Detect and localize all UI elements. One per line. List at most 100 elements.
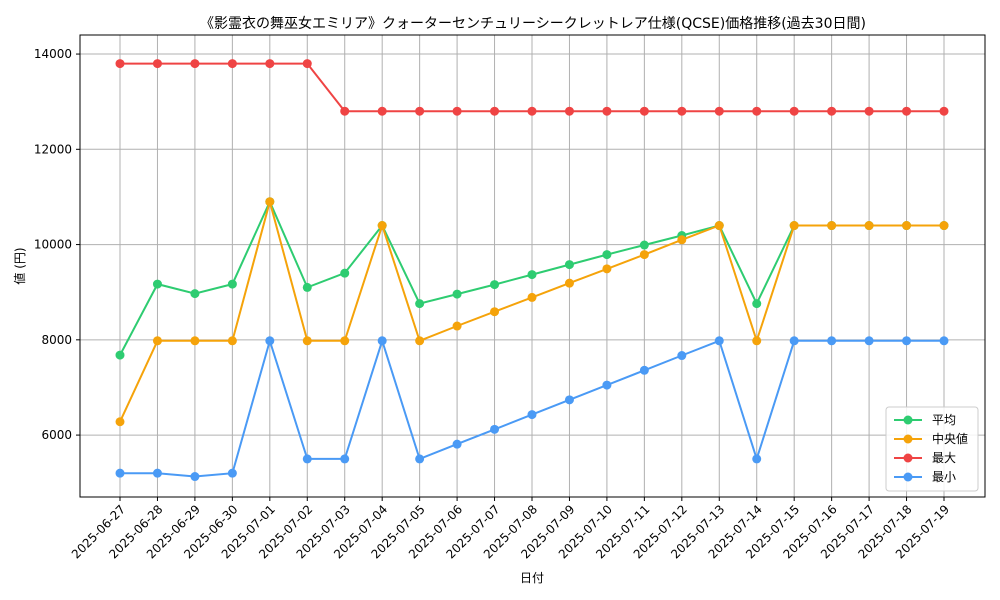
data-point — [564, 106, 574, 116]
legend-marker — [903, 415, 913, 425]
data-point — [639, 365, 649, 375]
data-point — [340, 268, 350, 278]
data-point — [415, 336, 425, 346]
data-point — [902, 336, 912, 346]
legend-marker — [903, 434, 913, 444]
data-point — [602, 380, 612, 390]
data-point — [415, 299, 425, 309]
data-point — [302, 59, 312, 69]
legend-label: 平均 — [932, 413, 956, 427]
data-point — [639, 106, 649, 116]
data-point — [527, 410, 537, 420]
data-point — [302, 454, 312, 464]
data-point — [789, 106, 799, 116]
data-point — [752, 299, 762, 309]
data-point — [602, 250, 612, 260]
data-point — [902, 221, 912, 231]
data-point — [377, 106, 387, 116]
data-point — [677, 235, 687, 245]
data-point — [752, 454, 762, 464]
data-point — [827, 106, 837, 116]
y-axis: 6000 8000 10000 12000 14000 — [34, 47, 80, 442]
data-point — [227, 59, 237, 69]
data-point — [527, 106, 537, 116]
data-point — [677, 106, 687, 116]
data-point — [789, 221, 799, 231]
data-point — [115, 59, 125, 69]
data-point — [864, 221, 874, 231]
data-point — [639, 250, 649, 260]
data-point — [190, 59, 200, 69]
data-point — [602, 106, 612, 116]
data-point — [340, 106, 350, 116]
data-point — [864, 336, 874, 346]
data-point — [452, 106, 462, 116]
legend-marker — [903, 453, 913, 463]
y-tick-label: 12000 — [34, 142, 72, 156]
data-point — [115, 468, 125, 478]
data-point — [752, 106, 762, 116]
data-point — [490, 424, 500, 434]
series-group — [115, 59, 949, 482]
data-point — [527, 292, 537, 302]
chart-title: 《影霊衣の舞巫女エミリア》クォーターセンチュリーシークレットレア仕様(QCSE)… — [200, 15, 866, 32]
data-point — [752, 336, 762, 346]
y-tick-label: 10000 — [34, 238, 72, 252]
data-point — [415, 454, 425, 464]
legend-marker — [903, 472, 913, 482]
y-tick-label: 14000 — [34, 47, 72, 61]
data-point — [939, 336, 949, 346]
data-point — [564, 395, 574, 405]
data-point — [827, 221, 837, 231]
y-axis-label: 値 (円) — [12, 247, 27, 284]
legend-label: 最大 — [932, 451, 956, 465]
data-point — [302, 282, 312, 292]
data-point — [714, 106, 724, 116]
data-point — [639, 240, 649, 250]
data-point — [564, 260, 574, 270]
data-point — [827, 336, 837, 346]
data-point — [227, 468, 237, 478]
data-point — [227, 336, 237, 346]
data-point — [452, 439, 462, 449]
legend-label: 最小 — [932, 470, 956, 484]
data-point — [190, 289, 200, 299]
data-point — [265, 59, 275, 69]
data-point — [714, 221, 724, 231]
data-point — [490, 307, 500, 317]
data-point — [152, 336, 162, 346]
legend-label: 中央値 — [932, 431, 968, 446]
data-point — [902, 106, 912, 116]
data-point — [677, 351, 687, 361]
y-tick-label: 6000 — [41, 428, 72, 442]
data-point — [340, 336, 350, 346]
x-axis-label: 日付 — [520, 571, 544, 585]
data-point — [190, 472, 200, 482]
data-point — [490, 280, 500, 290]
data-point — [340, 454, 350, 464]
data-point — [452, 321, 462, 331]
data-point — [302, 336, 312, 346]
data-point — [227, 279, 237, 289]
data-point — [789, 336, 799, 346]
data-point — [377, 336, 387, 346]
data-point — [939, 221, 949, 231]
data-point — [190, 336, 200, 346]
data-point — [864, 106, 874, 116]
data-point — [939, 106, 949, 116]
data-point — [152, 279, 162, 289]
data-point — [452, 289, 462, 299]
data-point — [265, 197, 275, 207]
data-point — [115, 350, 125, 360]
data-point — [152, 59, 162, 69]
data-point — [415, 106, 425, 116]
data-point — [602, 264, 612, 274]
data-point — [377, 221, 387, 231]
grid-lines — [80, 35, 985, 497]
data-point — [115, 417, 125, 427]
y-tick-label: 8000 — [41, 333, 72, 347]
data-point — [265, 336, 275, 346]
x-axis: 2025-06-272025-06-282025-06-292025-06-30… — [69, 497, 952, 561]
